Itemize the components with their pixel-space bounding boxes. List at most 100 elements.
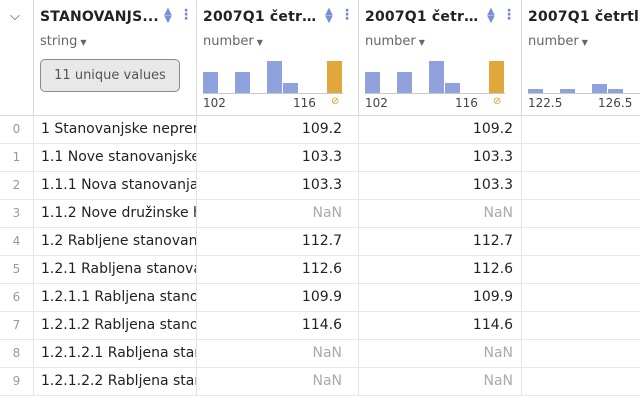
- nan-icon: ⊘: [331, 96, 340, 107]
- collapse-chevron-icon[interactable]: ⌵: [10, 9, 20, 24]
- histogram[interactable]: [203, 54, 343, 94]
- sort-icon[interactable]: ▲ ▼: [325, 6, 333, 25]
- cell-label[interactable]: 1.2.1 Rabljena stanovanja: [34, 256, 197, 284]
- cell-value[interactable]: 109.9: [197, 284, 359, 312]
- histogram[interactable]: [528, 54, 640, 94]
- histogram[interactable]: [365, 54, 505, 94]
- table-row[interactable]: 41.2 Rabljene stanovanjske nepremičnine1…: [0, 228, 640, 256]
- column-header-2007q1-b[interactable]: 2007Q1 četrtl... ▲ ▼ ⋮ number ▼ 102 116 ⊘: [359, 0, 522, 116]
- cell-value[interactable]: 112.7: [197, 228, 359, 256]
- histogram-bar[interactable]: [397, 72, 412, 94]
- cell-value[interactable]: 112.6: [359, 256, 522, 284]
- cell-value[interactable]: 114.6: [359, 312, 522, 340]
- row-index: 1: [0, 144, 34, 172]
- table-row[interactable]: 11.1 Nove stanovanjske nepremičnine103.3…: [0, 144, 640, 172]
- histogram-bar[interactable]: [429, 61, 444, 94]
- cell-label[interactable]: 1.1.2 Nove družinske hiše: [34, 200, 197, 228]
- cell-value-empty[interactable]: [522, 368, 640, 396]
- cell-value[interactable]: NaN: [359, 340, 522, 368]
- sort-icon[interactable]: ▲ ▼: [164, 6, 172, 25]
- cell-value-empty[interactable]: [522, 172, 640, 200]
- dtype-selector[interactable]: string ▼: [40, 34, 87, 49]
- table-row[interactable]: 31.1.2 Nove družinske hišeNaNNaN: [0, 200, 640, 228]
- cell-label[interactable]: 1.2.1.2 Rabljena stanovanja: [34, 312, 197, 340]
- histogram-min-label: 122.5: [528, 96, 563, 110]
- dtype-selector[interactable]: number ▼: [528, 34, 588, 49]
- column-name[interactable]: 2007Q1 četrtl...: [528, 9, 640, 25]
- table-row[interactable]: 91.2.1.2.2 Rabljena stanovanjaNaNNaN: [0, 368, 640, 396]
- table-row[interactable]: 2 1.1.1 Nova stanovanja 103.3 103.3: [0, 172, 640, 200]
- cell-value[interactable]: 109.9: [359, 284, 522, 312]
- column-header-stanovanjske[interactable]: STANOVANJS... ▲ ▼ ⋮ string ▼ 11 unique val…: [34, 0, 197, 116]
- cell-value[interactable]: NaN: [197, 368, 359, 396]
- cell-label[interactable]: 1.1 Nove stanovanjske nepremičnine: [34, 144, 197, 172]
- cell-label[interactable]: 1.2.1.1 Rabljena stanovanja: [34, 284, 197, 312]
- cell-value[interactable]: 103.3: [359, 144, 522, 172]
- histogram-nan-bar[interactable]: [489, 61, 504, 94]
- cell-value[interactable]: 103.3: [359, 172, 522, 200]
- histogram-bar[interactable]: [528, 89, 543, 94]
- column-name[interactable]: 2007Q1 četrtl...: [365, 9, 483, 25]
- histogram-bar[interactable]: [365, 72, 380, 94]
- cell-value-empty[interactable]: [522, 116, 640, 144]
- histogram-bar[interactable]: [592, 84, 607, 94]
- dtype-selector[interactable]: number ▼: [203, 34, 263, 49]
- column-menu-icon[interactable]: ⋮: [502, 7, 516, 23]
- cell-value-empty[interactable]: [522, 200, 640, 228]
- row-index: 7: [0, 312, 34, 340]
- column-menu-icon[interactable]: ⋮: [340, 7, 354, 23]
- index-header: ⌵: [0, 0, 34, 116]
- cell-value[interactable]: NaN: [197, 200, 359, 228]
- cell-value[interactable]: 112.6: [197, 256, 359, 284]
- cell-value[interactable]: 109.2: [197, 116, 359, 144]
- row-index: 3: [0, 200, 34, 228]
- histogram-bar[interactable]: [560, 89, 575, 94]
- histogram-bar[interactable]: [203, 72, 218, 94]
- table-row[interactable]: 81.2.1.2.1 Rabljena stanovanjaNaNNaN: [0, 340, 640, 368]
- cell-value[interactable]: 114.6: [197, 312, 359, 340]
- cell-value-empty[interactable]: [522, 256, 640, 284]
- cell-value-empty[interactable]: [522, 284, 640, 312]
- cell-label[interactable]: 1.2.1.2.1 Rabljena stanovanja: [34, 340, 197, 368]
- unique-values-button[interactable]: 11 unique values: [40, 59, 180, 92]
- cell-value[interactable]: 103.3: [197, 172, 359, 200]
- column-header-2007q1-c[interactable]: 2007Q1 četrtl... number▼ 122.5 126.5: [522, 0, 640, 116]
- sort-icon[interactable]: ▲ ▼: [487, 6, 495, 25]
- cell-value-empty[interactable]: [522, 340, 640, 368]
- cell-label[interactable]: 1 Stanovanjske nepremičnine: [34, 116, 197, 144]
- cell-value[interactable]: NaN: [197, 340, 359, 368]
- cell-value-empty[interactable]: [522, 312, 640, 340]
- histogram-bar[interactable]: [283, 83, 298, 94]
- histogram-baseline: [528, 93, 640, 94]
- cell-value[interactable]: NaN: [359, 200, 522, 228]
- histogram-min-label: 102: [203, 96, 226, 110]
- row-index: 9: [0, 368, 34, 396]
- dtype-selector[interactable]: number ▼: [365, 34, 425, 49]
- histogram-bar[interactable]: [608, 89, 623, 94]
- row-index: 2: [0, 172, 34, 200]
- cell-value[interactable]: NaN: [359, 368, 522, 396]
- column-name[interactable]: STANOVANJS...: [40, 9, 159, 25]
- cell-value[interactable]: 103.3: [197, 144, 359, 172]
- column-header-2007q1-a[interactable]: 2007Q1 četrtl... ▲ ▼ ⋮ number ▼ 102 116 ⊘: [197, 0, 359, 116]
- column-menu-icon[interactable]: ⋮: [179, 7, 193, 23]
- cell-label[interactable]: 1.2 Rabljene stanovanjske nepremičnine: [34, 228, 197, 256]
- histogram-max-label: 116: [455, 96, 478, 110]
- cell-value-empty[interactable]: [522, 228, 640, 256]
- cell-value-empty[interactable]: [522, 144, 640, 172]
- column-name[interactable]: 2007Q1 četrtl...: [203, 9, 321, 25]
- cell-value[interactable]: 112.7: [359, 228, 522, 256]
- histogram-bar[interactable]: [267, 61, 282, 94]
- histogram-nan-bar[interactable]: [327, 61, 342, 94]
- histogram-bar[interactable]: [235, 72, 250, 94]
- histogram-bar[interactable]: [445, 83, 460, 94]
- cell-label[interactable]: 1.2.1.2.2 Rabljena stanovanja: [34, 368, 197, 396]
- chevron-down-icon: ▼: [256, 38, 263, 47]
- cell-label[interactable]: 1.1.1 Nova stanovanja: [34, 172, 197, 200]
- cell-value[interactable]: 109.2: [359, 116, 522, 144]
